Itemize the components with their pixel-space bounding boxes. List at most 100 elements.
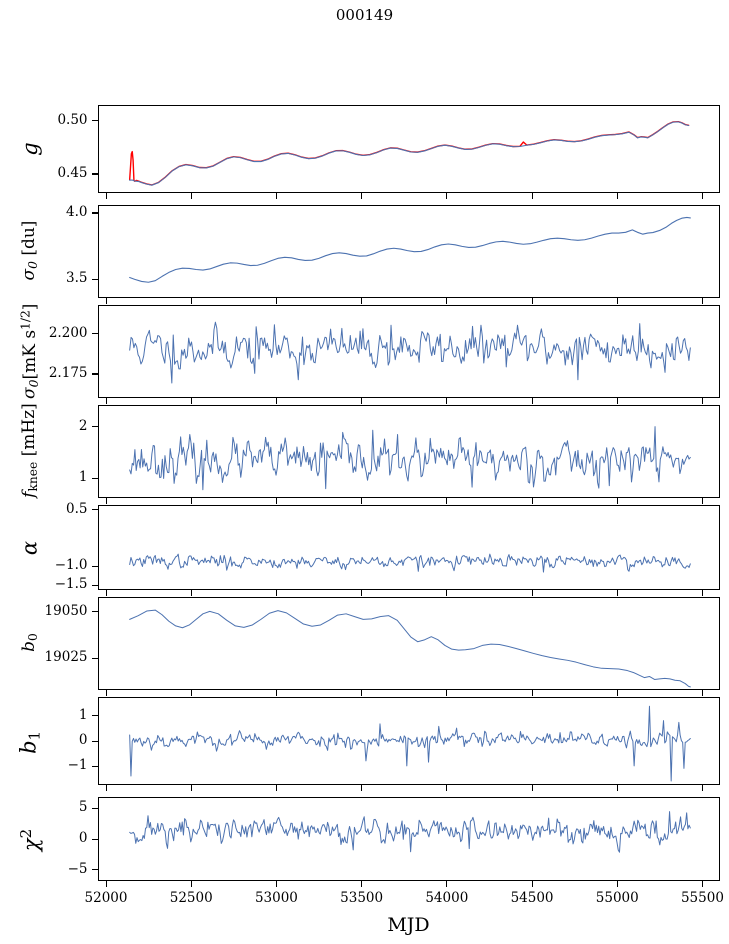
y-tick-mark-alpha-1 — [91, 565, 98, 568]
y-tick-mark-b1-1 — [91, 740, 98, 742]
y-tick-label-gain-1: 0.50 — [57, 111, 88, 128]
y-tick-label-chi2-0: −5 — [67, 860, 88, 877]
y-tick-label-alpha-0: −1.5 — [54, 576, 88, 593]
series-sigma0-mk-trace — [128, 321, 691, 384]
x-tick-mark-chi2-2 — [275, 881, 278, 887]
x-tick-mark-sigma0-mk-2 — [275, 398, 278, 404]
series-b1-trace — [128, 705, 691, 782]
x-tick-mark-gain-4 — [446, 193, 448, 199]
x-tick-mark-chi2-5 — [531, 881, 533, 887]
y-tick-label-chi2-1: 0 — [78, 830, 88, 846]
y-tick-label-sigma0-du-0: 3.5 — [66, 270, 88, 287]
x-tick-mark-b0-2 — [275, 690, 278, 696]
x-tick-mark-b0-0 — [105, 690, 107, 696]
x-tick-mark-sigma0-du-2 — [275, 298, 278, 304]
x-tick-mark-chi2-0 — [105, 881, 107, 887]
x-tick-mark-b1-0 — [105, 785, 107, 791]
x-tick-mark-b0-6 — [616, 690, 618, 696]
series-fknee-trace — [128, 426, 691, 491]
x-tick-mark-b0-5 — [531, 690, 533, 696]
x-tick-mark-sigma0-du-5 — [531, 298, 533, 304]
y-tick-mark-fknee-1 — [91, 426, 98, 428]
x-tick-mark-alpha-4 — [446, 590, 448, 596]
y-tick-mark-gain-1 — [91, 120, 98, 122]
y-tick-mark-b1-2 — [91, 715, 98, 717]
x-tick-mark-gain-2 — [275, 193, 278, 199]
x-tick-label-4: 54000 — [425, 890, 469, 906]
plot-panel-chi2 — [97, 797, 720, 881]
y-tick-label-sigma0-mk-0: 2.175 — [48, 364, 88, 381]
x-tick-mark-sigma0-mk-3 — [361, 398, 363, 404]
x-tick-mark-sigma0-mk-1 — [190, 398, 192, 404]
x-tick-mark-gain-0 — [105, 193, 107, 199]
y-tick-mark-chi2-1 — [91, 838, 98, 840]
plot-area-gain — [128, 120, 689, 186]
x-tick-mark-sigma0-du-7 — [701, 298, 704, 304]
x-tick-label-2: 53000 — [254, 890, 298, 906]
x-tick-mark-b0-1 — [190, 690, 192, 696]
plot-panel-fknee — [97, 405, 720, 498]
plot-area-fknee — [128, 426, 691, 491]
x-tick-mark-sigma0-mk-7 — [701, 398, 704, 404]
plot-panel-gain — [97, 105, 720, 193]
y-tick-label-b0-0: 19025 — [44, 649, 88, 666]
y-tick-label-gain-0: 0.45 — [57, 164, 88, 181]
x-tick-mark-chi2-1 — [190, 881, 192, 887]
y-tick-mark-chi2-0 — [91, 869, 98, 871]
x-tick-mark-gain-6 — [616, 193, 618, 199]
plot-area-sigma0-du — [128, 216, 691, 283]
x-tick-mark-chi2-3 — [361, 881, 363, 887]
x-tick-label-5: 54500 — [510, 890, 554, 906]
plot-area-chi2 — [128, 811, 691, 853]
plot-panel-sigma0-du — [97, 205, 720, 298]
x-tick-label-0: 52000 — [84, 890, 128, 906]
x-tick-mark-alpha-0 — [105, 590, 107, 596]
x-tick-mark-b1-4 — [446, 785, 448, 791]
x-tick-mark-alpha-5 — [531, 590, 533, 596]
series-gain-model — [128, 121, 689, 186]
plot-panel-alpha — [97, 505, 720, 590]
x-tick-mark-b1-5 — [531, 785, 533, 791]
x-tick-mark-alpha-3 — [361, 590, 363, 596]
series-gain-data — [128, 120, 689, 186]
series-b0-trace — [128, 609, 691, 688]
y-tick-mark-sigma0-du-1 — [91, 212, 98, 214]
y-tick-label-b1-2: 1 — [78, 706, 88, 723]
y-tick-mark-b0-1 — [91, 611, 98, 613]
y-tick-mark-sigma0-du-0 — [91, 278, 98, 280]
x-tick-mark-alpha-2 — [275, 590, 278, 596]
plot-panel-b0 — [97, 597, 720, 690]
x-tick-mark-fknee-1 — [190, 498, 192, 504]
x-tick-mark-sigma0-mk-4 — [446, 398, 448, 404]
x-tick-mark-fknee-0 — [105, 498, 107, 504]
x-tick-mark-b1-6 — [616, 785, 618, 791]
x-tick-mark-chi2-4 — [446, 881, 448, 887]
y-tick-label-fknee-0: 1 — [78, 469, 88, 486]
x-tick-mark-sigma0-du-3 — [361, 298, 363, 304]
x-tick-label-6: 55000 — [595, 890, 639, 906]
y-tick-mark-alpha-0 — [91, 584, 98, 587]
x-tick-label-1: 52500 — [169, 890, 213, 906]
y-tick-label-fknee-1: 2 — [78, 417, 88, 434]
y-tick-mark-b0-0 — [91, 657, 98, 659]
plot-area-alpha — [128, 553, 691, 573]
plot-area-sigma0-mk — [128, 321, 691, 384]
x-tick-mark-fknee-5 — [531, 498, 533, 504]
y-tick-mark-sigma0-mk-1 — [91, 333, 98, 335]
y-tick-label-chi2-2: 5 — [78, 799, 88, 816]
x-tick-mark-fknee-6 — [616, 498, 618, 504]
y-tick-label-alpha-2: 0.5 — [66, 500, 88, 517]
x-tick-mark-gain-7 — [701, 193, 704, 199]
x-tick-mark-fknee-3 — [361, 498, 363, 504]
series-sigma0-du-trace — [128, 216, 691, 283]
y-tick-mark-b1-0 — [91, 765, 98, 767]
x-tick-mark-fknee-7 — [701, 498, 704, 504]
x-tick-mark-sigma0-du-0 — [105, 298, 107, 304]
figure-title: 000149 — [335, 6, 394, 24]
x-tick-label-7: 55500 — [680, 890, 724, 906]
x-axis-label: MJD — [387, 914, 430, 936]
y-axis-label-chi2: χ2 — [16, 828, 43, 852]
x-tick-mark-sigma0-mk-6 — [616, 398, 618, 404]
x-tick-label-3: 53500 — [340, 890, 384, 906]
